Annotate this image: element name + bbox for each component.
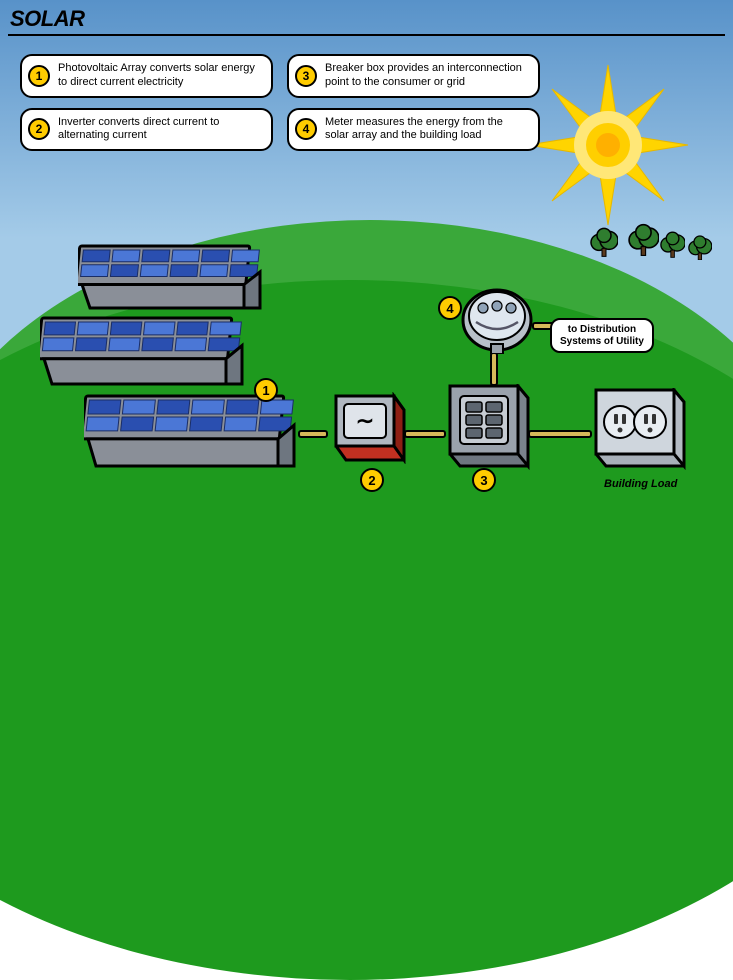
legend-item: 3 Breaker box provides an interconnectio… [287, 54, 540, 98]
solar-panel-icon [78, 244, 266, 319]
tree-icon [688, 234, 712, 265]
legend: 1 Photovoltaic Array converts solar ener… [20, 54, 540, 151]
solar-diagram: SOLAR [0, 0, 733, 530]
tree-icon [628, 222, 659, 261]
building-load-label: Building Load [604, 478, 677, 490]
breaker-box-icon [444, 384, 530, 470]
legend-text: Breaker box provides an interconnection … [325, 62, 528, 90]
legend-item: 4 Meter measures the energy from the sol… [287, 108, 540, 152]
tree-icon [590, 226, 618, 262]
legend-text: Meter measures the energy from the solar… [325, 116, 528, 144]
tree-icon [660, 230, 685, 263]
legend-text: Inverter converts direct current to alte… [58, 116, 261, 144]
wire [528, 430, 592, 438]
marker-breaker: 3 [472, 468, 496, 492]
legend-badge: 4 [295, 118, 317, 140]
legend-badge: 2 [28, 118, 50, 140]
solar-panel-icon [40, 316, 248, 395]
dist-label-line2: Systems of Utility [560, 336, 644, 347]
title-rule [8, 34, 725, 36]
wire [404, 430, 446, 438]
wire [490, 352, 498, 386]
legend-badge: 1 [28, 65, 50, 87]
outlet-icon [590, 388, 686, 470]
inverter-icon: ∼ [324, 392, 406, 464]
marker-meter: 4 [438, 296, 462, 320]
svg-text:∼: ∼ [356, 408, 374, 433]
legend-item: 2 Inverter converts direct current to al… [20, 108, 273, 152]
legend-item: 1 Photovoltaic Array converts solar ener… [20, 54, 273, 98]
meter-icon [460, 280, 534, 354]
solar-panel-icon [84, 394, 300, 477]
sun-icon [523, 60, 693, 230]
legend-text: Photovoltaic Array converts solar energy… [58, 62, 261, 90]
legend-badge: 3 [295, 65, 317, 87]
page-title: SOLAR [10, 6, 85, 32]
marker-panels: 1 [254, 378, 278, 402]
marker-inverter: 2 [360, 468, 384, 492]
dist-label-line1: to Distribution [568, 324, 636, 335]
distribution-label: to Distribution Systems of Utility [550, 318, 654, 353]
